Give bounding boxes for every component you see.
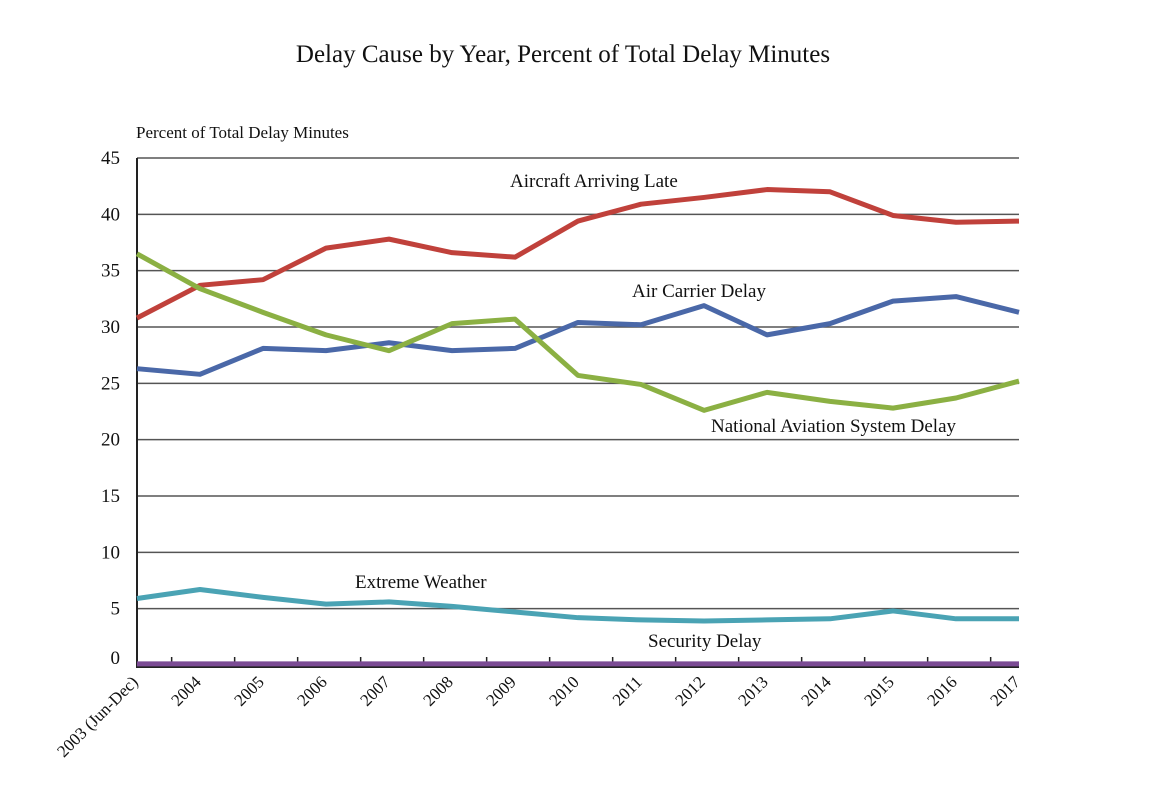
series-line-air-carrier-delay — [137, 297, 1019, 375]
chart-title: Delay Cause by Year, Percent of Total De… — [296, 41, 830, 68]
x-tick-label: 2013 — [734, 672, 771, 709]
y-tick-label: 20 — [101, 430, 120, 451]
x-tick-label: 2009 — [482, 672, 519, 709]
series-label-extreme-weather: Extreme Weather — [355, 572, 487, 593]
series-label-aircraft-arriving-late: Aircraft Arriving Late — [510, 171, 678, 192]
x-tick-label: 2004 — [167, 672, 205, 710]
series-label-national-aviation-system-delay: National Aviation System Delay — [711, 416, 957, 437]
x-tick-label: 2012 — [671, 672, 708, 709]
series-line-aircraft-arriving-late — [137, 190, 1019, 318]
x-tick-label: 2014 — [797, 672, 835, 710]
x-tick-label: 2005 — [230, 672, 267, 709]
x-tick-label: 2008 — [419, 672, 456, 709]
y-tick-label: 45 — [101, 148, 120, 169]
y-tick-label: 35 — [101, 261, 120, 282]
x-tick-label: 2015 — [860, 672, 897, 709]
y-tick-label: 25 — [101, 373, 120, 394]
y-tick-label: 30 — [101, 317, 120, 338]
y-axis-title: Percent of Total Delay Minutes — [136, 123, 349, 142]
y-tick-label: 10 — [101, 542, 120, 563]
y-tick-label: 15 — [101, 486, 120, 507]
x-tick-label: 2016 — [923, 672, 960, 709]
series-line-extreme-weather — [137, 590, 1019, 622]
y-tick-label: 0 — [111, 648, 121, 669]
y-tick-label: 40 — [101, 204, 120, 225]
x-tick-label: 2003 (Jun-Dec) — [53, 672, 142, 761]
x-tick-label: 2010 — [545, 672, 582, 709]
series-label-security-delay: Security Delay — [648, 631, 762, 652]
x-tick-label: 2011 — [609, 672, 646, 709]
x-tick-label: 2017 — [986, 672, 1024, 710]
series-label-air-carrier-delay: Air Carrier Delay — [632, 281, 766, 302]
y-tick-label: 5 — [111, 599, 121, 620]
x-tick-label: 2007 — [356, 672, 394, 710]
x-tick-label: 2006 — [293, 672, 330, 709]
